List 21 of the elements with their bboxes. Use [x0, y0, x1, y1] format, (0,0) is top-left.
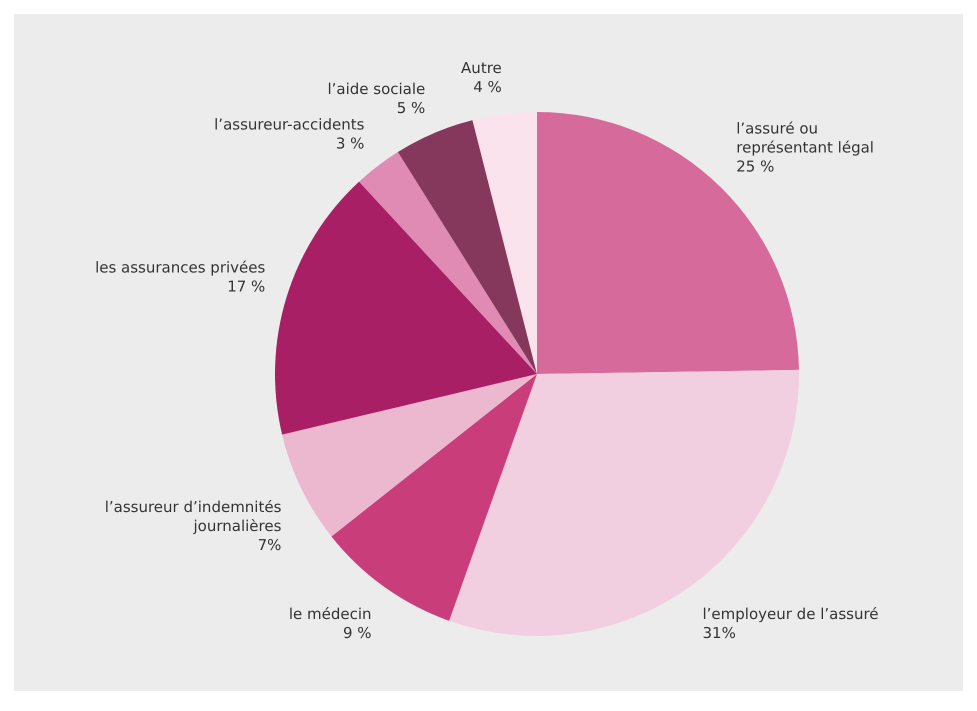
- data-label: 25 %: [736, 158, 774, 176]
- slice-label: l’employeur de l’assuré: [702, 604, 879, 623]
- slice-label: le médecin: [288, 604, 372, 623]
- slice-label: Autre: [461, 59, 502, 78]
- pie-slice: [359, 152, 537, 374]
- data-label: 17 %: [227, 277, 266, 296]
- slice-label: l’assureur d’indemnités journalières: [104, 498, 282, 535]
- data-label: 7%: [258, 536, 282, 554]
- slice-label: les assurances privées: [95, 258, 266, 276]
- data-label: 4 %: [473, 78, 502, 96]
- slice-label: l’assureur-accidents: [214, 115, 365, 134]
- pie-slice: [472, 112, 537, 374]
- data-label: 5 %: [396, 98, 426, 117]
- pie-slice: [282, 374, 537, 536]
- pie-slice: [398, 120, 537, 374]
- data-label: 31%: [702, 624, 736, 642]
- data-label: 9 %: [342, 624, 372, 642]
- data-label: 3 %: [336, 134, 364, 152]
- slice-label: l’assuré ou représentant légal: [736, 120, 874, 157]
- slice-label: l’aide sociale: [327, 80, 426, 98]
- pie-slice: [275, 182, 537, 435]
